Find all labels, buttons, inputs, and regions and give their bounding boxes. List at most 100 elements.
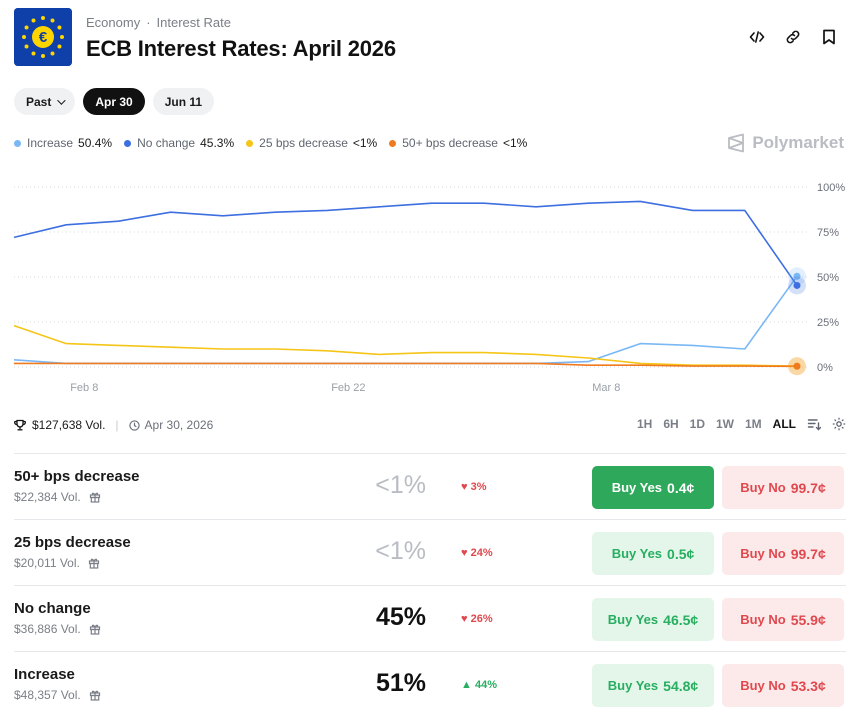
breadcrumb-interest-rate[interactable]: Interest Rate <box>156 15 231 30</box>
outcome-change-text: 24% <box>470 547 493 559</box>
svg-text:€: € <box>39 29 48 46</box>
tab-past-label: Past <box>26 94 52 109</box>
flag-star <box>22 35 26 39</box>
outcome-volume-text: $20,011 Vol. <box>14 556 80 570</box>
buy-no-label: Buy No <box>740 480 786 495</box>
breadcrumb: Economy · Interest Rate <box>86 15 231 30</box>
y-tick-label: 75% <box>817 227 839 239</box>
legend-label: Increase <box>27 136 74 150</box>
tab-apr-30[interactable]: Apr 30 <box>83 88 145 115</box>
buy-yes-label: Buy Yes <box>607 612 659 627</box>
down-arrow-icon: ♥ <box>461 613 471 625</box>
gift-icon[interactable] <box>89 689 101 701</box>
end-date-text: Apr 30, 2026 <box>144 418 214 432</box>
buy-no-button[interactable]: Buy No 99.7¢ <box>722 532 844 575</box>
tab-apr-30-label: Apr 30 <box>95 94 133 109</box>
outcome-row-no-change[interactable]: No change $36,886 Vol. 45% ♥ 26% Buy Yes… <box>14 585 846 651</box>
range-1w[interactable]: 1W <box>716 417 734 431</box>
outcome-change-text: 26% <box>470 613 493 625</box>
legend-value: 45.3% <box>200 136 235 150</box>
tab-jun-11[interactable]: Jun 11 <box>152 88 215 115</box>
buy-no-price: 99.7¢ <box>790 545 826 562</box>
chevron-down-icon <box>57 95 67 105</box>
range-1m[interactable]: 1M <box>745 417 762 431</box>
outcome-row-25bps[interactable]: 25 bps decrease $20,011 Vol. <1% ♥ 24% B… <box>14 519 846 585</box>
outcome-probability: <1% <box>375 471 426 499</box>
legend-label: 50+ bps decrease <box>402 136 498 150</box>
gift-icon[interactable] <box>89 491 101 503</box>
series-end-point <box>793 281 801 289</box>
y-tick-label: 100% <box>817 182 845 194</box>
tab-jun-11-label: Jun 11 <box>164 94 203 109</box>
flag-star <box>31 51 36 56</box>
range-6h[interactable]: 6H <box>663 417 679 431</box>
legend-label: No change <box>137 136 196 150</box>
outcome-name: No change <box>14 600 91 617</box>
buy-yes-button[interactable]: Buy Yes 0.5¢ <box>592 532 714 575</box>
legend-dot-icon <box>14 139 21 147</box>
legend-dot-icon <box>389 139 397 147</box>
end-date: Apr 30, 2026 <box>128 418 214 432</box>
outcome-change: ▲ 44% <box>461 679 497 691</box>
flag-star <box>57 25 62 30</box>
outcome-row-50bps[interactable]: 50+ bps decrease $22,384 Vol. <1% ♥ 3% B… <box>14 453 846 519</box>
buy-yes-label: Buy Yes <box>611 480 663 495</box>
settings-gear-icon[interactable] <box>832 417 846 431</box>
link-icon[interactable] <box>784 28 802 46</box>
x-tick-label: Feb 22 <box>331 382 365 394</box>
series-end-point <box>793 362 801 370</box>
buy-no-price: 55.9¢ <box>790 611 826 628</box>
series-end-point <box>793 272 801 280</box>
gift-icon[interactable] <box>89 623 101 635</box>
down-arrow-icon: ♥ <box>461 481 471 493</box>
buy-yes-price: 0.5¢ <box>667 545 695 562</box>
outcome-probability: 45% <box>375 603 426 631</box>
series-line-increase <box>13 275 798 365</box>
outcome-change-text: 3% <box>470 481 487 493</box>
range-1h[interactable]: 1H <box>636 417 653 431</box>
range-all[interactable]: ALL <box>772 417 796 431</box>
time-range-selector: 1H 6H 1D 1W 1M ALL <box>637 417 846 431</box>
buy-no-button[interactable]: Buy No 99.7¢ <box>722 466 844 509</box>
series-line-25-bps-decrease <box>13 324 798 367</box>
probability-chart[interactable]: 100% 75% 50% 25% 0% Feb 8 Feb 22 Mar 8 <box>0 170 860 400</box>
outcome-change: ♥ 26% <box>461 613 493 625</box>
volume-bar: $127,638 Vol. | Apr 30, 2026 1H 6H 1D 1W… <box>14 417 846 435</box>
legend-dot-icon <box>246 139 254 147</box>
divider: | <box>115 418 119 432</box>
watermark-text: Polymarket <box>752 133 844 152</box>
buy-yes-button[interactable]: Buy Yes 54.8¢ <box>592 664 714 707</box>
embed-icon[interactable] <box>748 28 766 46</box>
buy-no-label: Buy No <box>740 678 786 693</box>
buy-yes-button[interactable]: Buy Yes 0.4¢ <box>592 466 714 509</box>
outcome-volume: $22,384 Vol. <box>14 490 101 504</box>
outcome-name: Increase <box>14 666 75 683</box>
y-tick-label: 25% <box>817 317 839 329</box>
tab-past[interactable]: Past <box>14 88 76 115</box>
outcome-volume-text: $22,384 Vol. <box>14 490 81 504</box>
legend-item-25bps: 25 bps decrease <1% <box>246 136 377 150</box>
outcome-volume: $48,357 Vol. <box>14 688 101 702</box>
outcome-row-increase[interactable]: Increase $48,357 Vol. 51% ▲ 44% Buy Yes 5… <box>14 651 846 717</box>
total-volume: $127,638 Vol. <box>32 418 106 432</box>
buy-no-button[interactable]: Buy No 55.9¢ <box>722 598 844 641</box>
legend-item-increase: Increase 50.4% <box>14 136 112 150</box>
x-tick-label: Feb 8 <box>70 382 98 394</box>
breadcrumb-economy[interactable]: Economy <box>86 15 141 30</box>
gift-icon[interactable] <box>88 557 100 569</box>
outcome-name: 50+ bps decrease <box>14 468 140 485</box>
legend-item-50bps: 50+ bps decrease <1% <box>389 136 527 150</box>
sort-icon[interactable] <box>807 417 821 431</box>
series-line-50-bps-decrease <box>14 362 798 368</box>
polymarket-logo-icon <box>728 133 745 153</box>
flag-star <box>24 44 29 49</box>
buy-yes-button[interactable]: Buy Yes 46.5¢ <box>592 598 714 641</box>
flag-star <box>41 54 45 58</box>
buy-no-button[interactable]: Buy No 53.3¢ <box>722 664 844 707</box>
range-1d[interactable]: 1D <box>689 417 705 431</box>
legend-value: 50.4% <box>78 136 113 150</box>
bookmark-icon[interactable] <box>820 28 838 46</box>
buy-yes-price: 54.8¢ <box>663 677 699 694</box>
flag-star <box>50 18 55 23</box>
outcome-probability: <1% <box>375 537 426 565</box>
